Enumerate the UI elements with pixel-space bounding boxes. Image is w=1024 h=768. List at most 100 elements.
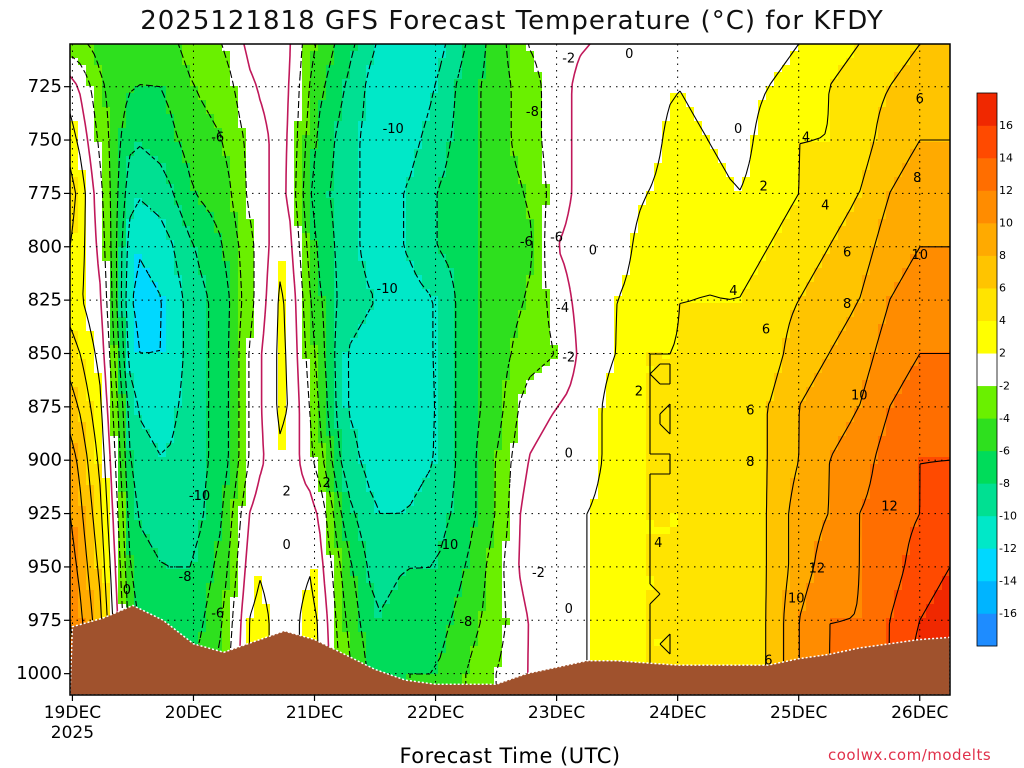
field-cell (262, 184, 271, 192)
field-cell (326, 415, 335, 423)
field-cell (366, 219, 375, 227)
field-cell (190, 247, 199, 255)
field-cell (214, 191, 223, 199)
field-cell (174, 205, 183, 213)
field-cell (134, 555, 143, 563)
field-cell (366, 548, 375, 556)
field-cell (390, 380, 399, 388)
field-cell (118, 471, 127, 479)
field-cell (118, 443, 127, 451)
field-cell (246, 478, 255, 486)
field-cell (222, 254, 231, 262)
field-cell (86, 198, 95, 206)
field-cell (366, 394, 375, 402)
field-cell (462, 128, 471, 136)
field-cell (174, 590, 183, 598)
field-cell (478, 331, 487, 339)
field-cell (270, 506, 279, 514)
field-cell (454, 121, 463, 129)
field-cell (142, 590, 151, 598)
field-cell (182, 72, 191, 80)
field-cell (358, 338, 367, 346)
field-cell (86, 569, 95, 577)
field-cell (126, 289, 135, 297)
field-cell (78, 86, 87, 94)
field-cell (326, 569, 335, 577)
field-cell (358, 576, 367, 584)
field-cell (454, 674, 463, 682)
field-cell (358, 653, 367, 661)
field-cell (222, 324, 231, 332)
field-cell (86, 394, 95, 402)
field-cell (198, 443, 207, 451)
field-cell (222, 499, 231, 507)
field-cell (166, 408, 175, 416)
field-cell (374, 639, 383, 647)
field-cell (246, 289, 255, 297)
field-cell (182, 310, 191, 318)
field-cell (374, 653, 383, 661)
field-cell (254, 331, 263, 339)
field-cell (222, 198, 231, 206)
field-cell (302, 387, 311, 395)
field-cell (446, 492, 455, 500)
field-cell (382, 653, 391, 661)
field-cell (70, 275, 79, 283)
field-cell (134, 471, 143, 479)
field-cell (70, 562, 79, 570)
field-cell (126, 44, 135, 52)
field-cell (470, 121, 479, 129)
field-cell (134, 380, 143, 388)
field-cell (486, 639, 495, 647)
field-cell (118, 520, 127, 528)
field-cell (414, 597, 423, 605)
field-cell (470, 226, 479, 234)
field-cell (142, 254, 151, 262)
field-cell (366, 72, 375, 80)
field-cell (374, 464, 383, 472)
field-cell (214, 254, 223, 262)
field-cell (382, 401, 391, 409)
field-cell (286, 254, 295, 262)
field-cell (190, 478, 199, 486)
field-cell (302, 149, 311, 157)
field-cell (358, 331, 367, 339)
field-cell (214, 93, 223, 101)
field-cell (358, 534, 367, 542)
field-cell (470, 660, 479, 668)
field-cell (486, 261, 495, 269)
field-cell (286, 163, 295, 171)
field-cell (78, 450, 87, 458)
field-cell (206, 233, 215, 241)
field-cell (190, 317, 199, 325)
field-cell (318, 352, 327, 360)
field-cell (118, 128, 127, 136)
field-cell (358, 583, 367, 591)
field-cell (150, 226, 159, 234)
field-cell (422, 653, 431, 661)
field-cell (318, 275, 327, 283)
field-cell (190, 590, 199, 598)
field-cell (278, 478, 287, 486)
field-cell (350, 457, 359, 465)
field-cell (190, 58, 199, 66)
field-cell (494, 352, 503, 360)
field-cell (102, 156, 111, 164)
field-cell (398, 373, 407, 381)
field-cell (86, 583, 95, 591)
field-cell (206, 261, 215, 269)
field-cell (182, 562, 191, 570)
field-cell (270, 534, 279, 542)
field-cell (398, 51, 407, 59)
field-cell (358, 303, 367, 311)
field-cell (262, 604, 271, 612)
field-cell (166, 72, 175, 80)
field-cell (94, 534, 103, 542)
field-cell (422, 625, 431, 633)
field-cell (86, 86, 95, 94)
field-cell (246, 317, 255, 325)
field-cell (454, 240, 463, 248)
field-cell (382, 373, 391, 381)
field-cell (326, 44, 335, 52)
field-cell (422, 492, 431, 500)
